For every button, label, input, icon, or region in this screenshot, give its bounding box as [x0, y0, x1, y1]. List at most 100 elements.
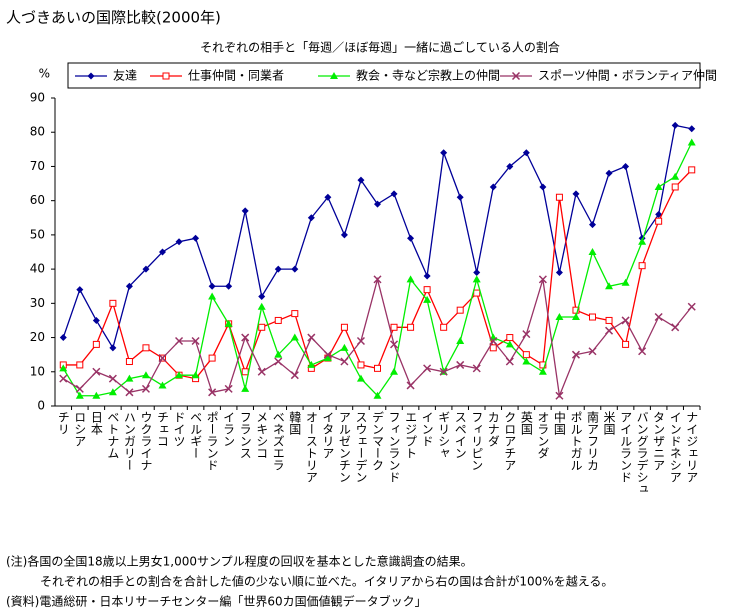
marker: [356, 374, 365, 382]
marker: [274, 316, 282, 324]
marker: [307, 214, 315, 222]
marker: [257, 367, 266, 376]
x-tick-label: ドイツ: [172, 411, 186, 447]
marker: [92, 340, 100, 348]
marker: [241, 207, 249, 215]
marker: [622, 340, 630, 348]
x-tick-label: ベネズエラ: [271, 411, 285, 471]
marker: [330, 72, 338, 79]
x-tick-label: オランダ: [536, 411, 550, 459]
marker: [539, 183, 547, 191]
marker: [671, 121, 679, 129]
x-tick-label: インドネシア: [668, 411, 682, 483]
series-line: [62, 276, 693, 399]
marker: [671, 323, 680, 332]
marker: [456, 193, 464, 201]
marker: [654, 182, 663, 190]
marker: [605, 282, 614, 290]
marker: [162, 72, 170, 80]
marker: [323, 350, 332, 359]
y-tick-label: 80: [30, 125, 45, 139]
marker: [638, 237, 647, 245]
marker: [621, 278, 630, 286]
marker: [406, 275, 415, 283]
marker: [274, 265, 282, 273]
marker: [373, 391, 382, 399]
marker: [108, 374, 117, 383]
marker: [191, 371, 200, 379]
marker: [258, 323, 266, 331]
y-tick-label: 20: [30, 330, 45, 344]
marker: [324, 193, 332, 201]
marker: [555, 269, 563, 277]
marker: [555, 313, 564, 321]
x-tick-label: カナダ: [486, 411, 500, 447]
x-tick-label: ギリシャ: [437, 411, 451, 459]
marker: [340, 323, 348, 331]
marker: [274, 350, 283, 358]
marker: [208, 354, 216, 362]
x-tick-label: チェコ: [156, 411, 170, 447]
marker: [605, 316, 613, 324]
marker: [390, 340, 399, 349]
y-tick-label: 50: [30, 227, 45, 241]
marker: [671, 172, 680, 180]
marker: [307, 360, 316, 368]
marker: [109, 344, 117, 352]
x-tick-label: チリ: [56, 411, 70, 435]
x-tick-label: 中国: [552, 410, 566, 435]
marker: [472, 364, 481, 373]
marker: [241, 368, 249, 376]
legend-label: スポーツ仲間・ボランティア仲間: [538, 69, 717, 83]
marker: [357, 361, 365, 369]
marker: [489, 183, 497, 191]
marker: [390, 367, 399, 375]
marker: [522, 330, 531, 339]
marker: [224, 319, 233, 327]
x-tick-label: 米国: [602, 411, 616, 435]
y-tick-label: 10: [30, 364, 45, 378]
marker: [589, 313, 596, 321]
marker: [473, 269, 481, 277]
x-tick-label: 韓国: [288, 411, 302, 435]
x-tick-label: ベルギー: [189, 411, 203, 459]
marker: [125, 374, 134, 382]
marker: [390, 190, 398, 198]
marker: [142, 265, 150, 273]
marker: [440, 149, 448, 157]
marker: [109, 299, 117, 307]
y-tick-label: 30: [30, 296, 45, 310]
x-tick-label: メキシコ: [255, 411, 269, 459]
x-tick-label: アイルランド: [619, 411, 633, 483]
marker: [688, 166, 696, 174]
marker: [340, 343, 349, 351]
marker: [423, 272, 431, 280]
marker: [374, 364, 381, 372]
y-tick-label: 60: [30, 193, 45, 207]
marker: [290, 333, 299, 341]
marker: [605, 326, 614, 335]
marker: [522, 149, 530, 157]
x-tick-label: アルゼンチン: [337, 411, 351, 483]
marker: [638, 347, 647, 356]
marker: [224, 384, 233, 393]
marker: [175, 238, 183, 246]
x-tick-label: ナイジェリア: [685, 411, 699, 483]
marker: [290, 371, 299, 380]
marker: [489, 344, 497, 352]
legend-label: 仕事仲間・同業者: [188, 69, 284, 83]
marker: [588, 248, 597, 255]
x-tick-label: スペイン: [453, 411, 467, 459]
x-tick-label: フランス: [238, 411, 252, 459]
marker: [141, 371, 150, 379]
note: それぞれの相手との割合を合計した値の少ない順に並べた。イタリアから右の国は合計が…: [40, 574, 613, 589]
marker: [655, 217, 663, 225]
marker: [357, 176, 365, 184]
marker: [505, 357, 514, 366]
marker: [208, 388, 217, 397]
x-tick-label: エジプト: [404, 411, 418, 459]
marker: [158, 381, 167, 389]
marker: [571, 350, 580, 359]
y-tick-label: 90: [30, 91, 45, 105]
marker: [506, 334, 514, 342]
